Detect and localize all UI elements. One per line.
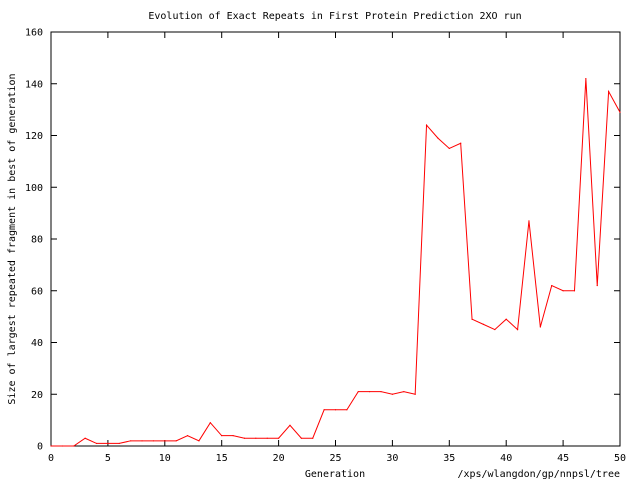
plot-frame: [50, 31, 621, 447]
data-point: [221, 435, 223, 437]
data-point: [494, 328, 496, 331]
y-tick-label: 140: [25, 79, 43, 90]
data-point: [118, 442, 120, 445]
data-point: [516, 328, 519, 331]
y-tick-label: 100: [25, 183, 43, 194]
data-point: [562, 290, 564, 292]
x-tick-label: 0: [48, 453, 54, 464]
x-tick-label: 45: [557, 453, 569, 464]
data-point: [232, 435, 234, 437]
data-point: [346, 409, 348, 411]
data-point: [243, 437, 246, 439]
data-point: [391, 393, 393, 395]
x-tick-label: 5: [105, 453, 111, 464]
data-point: [152, 440, 155, 442]
data-point: [448, 147, 450, 150]
data-point: [596, 284, 598, 287]
data-point: [380, 391, 382, 393]
x-tick-label: 50: [614, 453, 626, 464]
y-tick-label: 40: [31, 338, 43, 349]
data-point: [186, 435, 189, 437]
data-point: [107, 442, 109, 445]
x-tick-label: 40: [500, 453, 512, 464]
series-line: [51, 78, 621, 447]
data-point: [539, 326, 541, 328]
data-point: [61, 445, 63, 447]
data-point: [573, 290, 576, 292]
data-point: [266, 437, 268, 439]
data-point: [50, 445, 52, 447]
data-point: [323, 409, 325, 411]
data-point: [369, 391, 371, 393]
data-point: [175, 440, 177, 442]
y-tick-label: 0: [37, 442, 43, 453]
data-point: [437, 137, 439, 139]
y-tick-label: 160: [25, 28, 43, 39]
data-point: [312, 437, 314, 439]
series-group: [50, 77, 621, 447]
data-point: [551, 284, 553, 287]
data-point: [289, 424, 291, 426]
axis-ticks: 0 5 10 15 20 25 30 35 40 45 50 0 20 40 60 80 100 120 140 16…: [25, 28, 626, 465]
y-tick-label: 60: [31, 286, 43, 297]
footer-path: /xps/wlangdon/gp/nnpsl/tree: [457, 469, 620, 480]
data-point: [608, 90, 610, 93]
data-point: [141, 440, 143, 442]
data-point: [460, 142, 462, 144]
data-point: [505, 318, 507, 320]
data-point: [164, 440, 166, 442]
data-point: [425, 124, 428, 126]
data-point: [130, 440, 132, 442]
data-point: [619, 111, 621, 113]
data-point: [528, 220, 530, 222]
y-tick-label: 120: [25, 131, 43, 142]
x-axis-label: Generation: [305, 469, 365, 480]
data-point: [198, 440, 200, 442]
data-point: [300, 437, 302, 439]
data-point: [482, 323, 485, 325]
data-point: [95, 442, 98, 445]
data-point: [334, 409, 337, 411]
data-point: [278, 437, 280, 439]
y-tick-label: 20: [31, 390, 43, 401]
x-tick-label: 15: [216, 453, 228, 464]
data-point: [209, 422, 211, 424]
x-tick-label: 35: [443, 453, 455, 464]
x-tick-label: 25: [329, 453, 341, 464]
data-point: [471, 318, 473, 320]
data-point: [255, 437, 257, 439]
data-point: [357, 391, 359, 393]
x-tick-label: 20: [273, 453, 285, 464]
data-point: [403, 391, 405, 393]
data-point: [585, 77, 587, 80]
data-point: [73, 445, 75, 447]
y-axis-label: Size of largest repeated fragment in bes…: [7, 73, 18, 404]
data-point: [414, 393, 416, 395]
data-point: [84, 437, 86, 439]
x-tick-label: 30: [386, 453, 398, 464]
y-tick-label: 80: [31, 235, 43, 246]
x-tick-label: 10: [159, 453, 171, 464]
chart-title: Evolution of Exact Repeats in First Prot…: [148, 11, 521, 22]
